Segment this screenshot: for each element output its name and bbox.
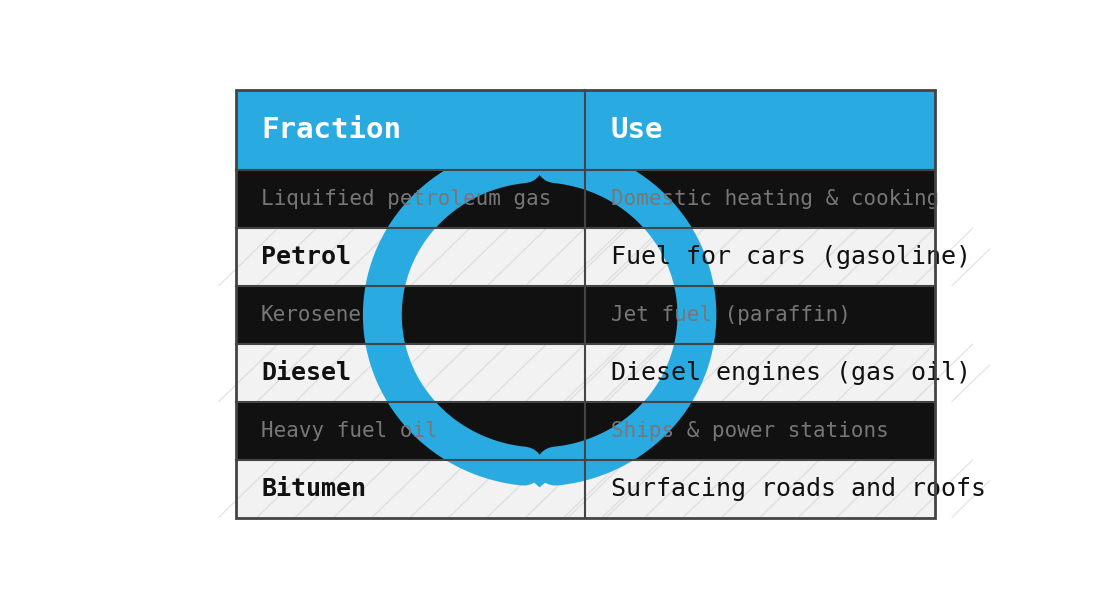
- Bar: [585, 170, 935, 228]
- Text: Diesel: Diesel: [261, 361, 351, 385]
- Bar: [585, 286, 935, 344]
- Text: Surfacing roads and roofs: Surfacing roads and roofs: [610, 476, 986, 501]
- Bar: [235, 90, 935, 518]
- Bar: [235, 170, 585, 228]
- Polygon shape: [509, 143, 570, 169]
- Text: Petrol: Petrol: [261, 245, 351, 269]
- Bar: [235, 402, 585, 460]
- Text: Liquified petroleum gas: Liquified petroleum gas: [261, 189, 551, 209]
- Text: Fuel for cars (gasoline): Fuel for cars (gasoline): [610, 245, 970, 269]
- Text: Domestic heating & cooking: Domestic heating & cooking: [610, 189, 939, 209]
- Bar: [585, 344, 935, 402]
- Text: Jet fuel (paraffin): Jet fuel (paraffin): [610, 305, 850, 325]
- Bar: [235, 228, 585, 286]
- Bar: [585, 228, 935, 286]
- Text: Kerosene: Kerosene: [261, 305, 362, 325]
- Text: Fraction: Fraction: [261, 116, 402, 144]
- Bar: [235, 460, 585, 518]
- Bar: [235, 90, 585, 170]
- Polygon shape: [509, 461, 570, 487]
- Text: Bitumen: Bitumen: [261, 476, 366, 501]
- Text: Diesel engines (gas oil): Diesel engines (gas oil): [610, 361, 970, 385]
- Bar: [585, 460, 935, 518]
- Text: Heavy fuel oil: Heavy fuel oil: [261, 421, 438, 441]
- Bar: [235, 286, 585, 344]
- Bar: [585, 90, 935, 170]
- Bar: [235, 344, 585, 402]
- Text: Ships & power stations: Ships & power stations: [610, 421, 889, 441]
- Text: Use: Use: [610, 116, 663, 144]
- Bar: [585, 402, 935, 460]
